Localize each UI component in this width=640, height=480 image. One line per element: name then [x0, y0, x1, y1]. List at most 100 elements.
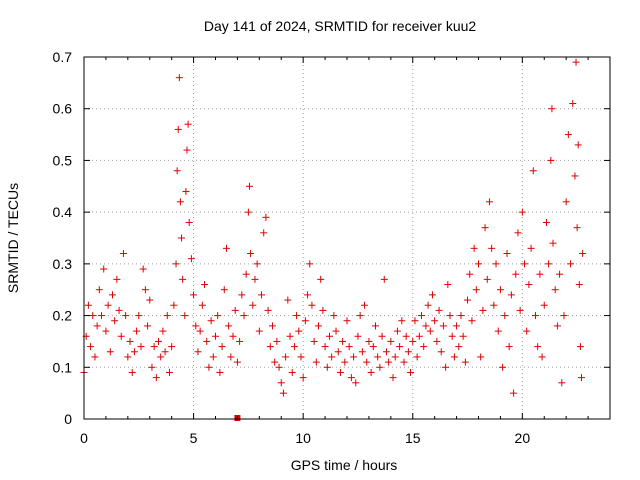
- x-tick-label: 0: [80, 430, 88, 446]
- data-point: [569, 100, 577, 108]
- data-point: [321, 343, 329, 351]
- data-point: [332, 327, 340, 335]
- data-point: [466, 270, 474, 278]
- data-point: [548, 105, 556, 113]
- data-point: [371, 322, 379, 330]
- y-tick-label: 0.7: [53, 49, 73, 65]
- data-point: [356, 312, 364, 320]
- data-point: [175, 74, 183, 82]
- data-point: [361, 301, 369, 309]
- data-point: [141, 286, 149, 294]
- data-point: [481, 224, 489, 232]
- y-tick-label: 0.4: [53, 204, 73, 220]
- data-point: [194, 348, 202, 356]
- x-axis-ticks: 0 5 10 15 20: [80, 57, 611, 446]
- data-point: [137, 343, 145, 351]
- data-point: [159, 327, 167, 335]
- data-point: [187, 255, 195, 263]
- data-point: [339, 337, 347, 345]
- data-point: [536, 270, 544, 278]
- data-point: [385, 358, 393, 366]
- data-point: [312, 358, 320, 366]
- data-point: [91, 353, 99, 361]
- data-point: [510, 389, 518, 397]
- data-point: [450, 353, 458, 361]
- data-point: [182, 187, 190, 195]
- data-point: [271, 358, 279, 366]
- data-point: [174, 125, 182, 133]
- data-point: [148, 363, 156, 371]
- data-point: [173, 167, 181, 175]
- data-point: [176, 198, 184, 206]
- data-point: [124, 353, 132, 361]
- data-point: [249, 301, 257, 309]
- data-point: [345, 343, 353, 351]
- data-point: [387, 337, 395, 345]
- data-point: [260, 229, 268, 237]
- data-point: [521, 260, 529, 268]
- data-point: [418, 312, 426, 320]
- data-point: [117, 332, 125, 340]
- data-point: [402, 332, 410, 340]
- data-point: [242, 270, 250, 278]
- data-point: [398, 317, 406, 325]
- data-point: [273, 337, 281, 345]
- data-point: [284, 296, 292, 304]
- data-point: [518, 208, 526, 216]
- data-point: [89, 312, 97, 320]
- data-point: [179, 275, 187, 283]
- data-point: [501, 312, 509, 320]
- data-point: [157, 353, 165, 361]
- data-point: [266, 343, 274, 351]
- data-point: [455, 343, 463, 351]
- data-point: [553, 322, 561, 330]
- data-point: [411, 317, 419, 325]
- data-point: [209, 353, 217, 361]
- data-point: [212, 332, 219, 340]
- data-point: [558, 379, 566, 387]
- data-point: [325, 332, 333, 340]
- data-point: [264, 306, 272, 314]
- data-point: [424, 301, 432, 309]
- y-tick-label: 0: [64, 411, 72, 427]
- data-point: [183, 146, 191, 154]
- data-point: [516, 306, 524, 314]
- data-point: [378, 332, 386, 340]
- data-point: [574, 141, 582, 149]
- data-point: [499, 363, 507, 371]
- data-point: [301, 317, 309, 325]
- data-point: [233, 358, 241, 366]
- data-point: [144, 322, 152, 330]
- data-point: [130, 348, 138, 356]
- data-point: [556, 270, 564, 278]
- data-point: [104, 301, 112, 309]
- data-point: [542, 218, 550, 226]
- data-point: [207, 317, 215, 325]
- data-point: [295, 327, 303, 335]
- data-point: [562, 198, 570, 206]
- data-point: [336, 368, 344, 376]
- x-tick-label: 5: [190, 430, 198, 446]
- data-point: [534, 343, 542, 351]
- data-point: [468, 317, 476, 325]
- data-point: [315, 322, 323, 330]
- data-point: [155, 337, 163, 345]
- data-point: [231, 306, 239, 314]
- data-point: [319, 306, 327, 314]
- data-point: [343, 317, 351, 325]
- data-point: [347, 374, 355, 382]
- data-point: [391, 353, 399, 361]
- data-point: [203, 337, 211, 345]
- data-point: [328, 353, 336, 361]
- data-point: [485, 198, 493, 206]
- y-tick-label: 0.3: [53, 256, 73, 272]
- data-point: [514, 229, 522, 237]
- x-tick-label: 20: [515, 430, 531, 446]
- data-point: [184, 120, 192, 128]
- data-point: [98, 312, 106, 320]
- data-point: [483, 275, 491, 283]
- data-point: [165, 368, 173, 376]
- data-point: [229, 332, 237, 340]
- data-point: [214, 312, 222, 320]
